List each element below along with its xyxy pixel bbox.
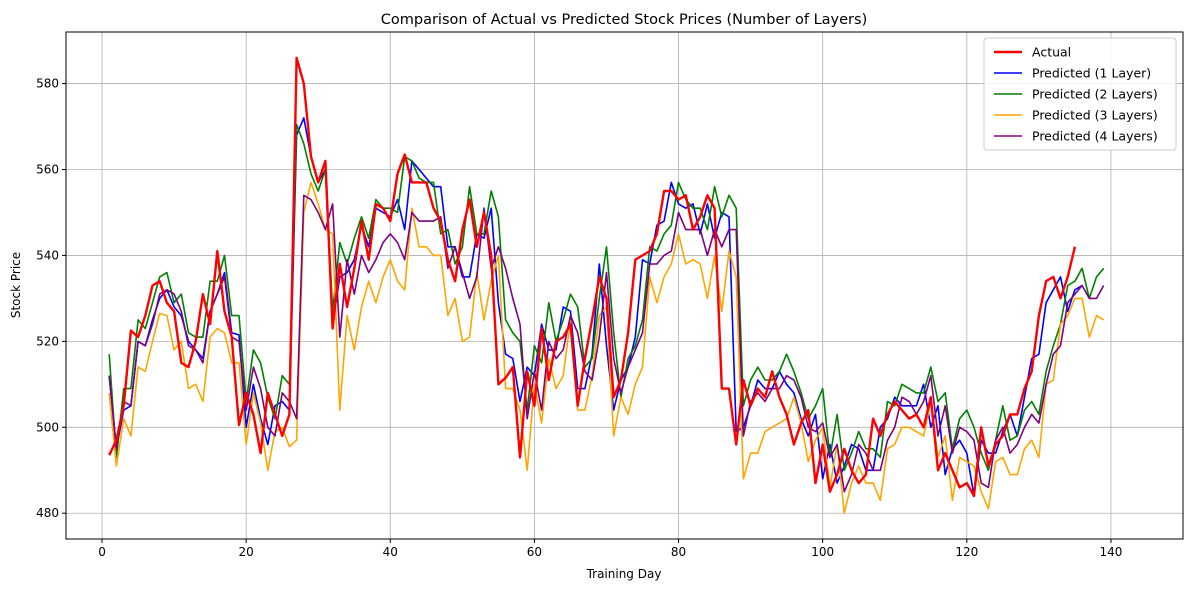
series-line-predicted-1-layer [108, 117, 1083, 497]
y-tick-label: 500 [36, 420, 59, 434]
legend: Actual Predicted (1 Layer) Predicted (2 La… [983, 37, 1177, 151]
x-tick-label: 40 [383, 545, 398, 559]
y-tick-label: 480 [36, 506, 59, 520]
x-tick-label: 140 [1099, 545, 1122, 559]
x-tick-label: 20 [239, 545, 254, 559]
plot-frame [65, 31, 1184, 540]
x-tick-label: 0 [98, 545, 106, 559]
x-tick-label: 100 [811, 545, 834, 559]
y-axis-ticks: 480 500 520 540 560 580 [36, 77, 66, 520]
y-tick-label: 540 [36, 248, 59, 262]
series-line-actual [108, 56, 1077, 498]
x-tick-label: 60 [527, 545, 542, 559]
legend-label: Predicted (2 Layers) [1032, 87, 1158, 102]
y-tick-label: 580 [36, 77, 59, 91]
series-line-predicted-4-layers [108, 194, 1105, 493]
x-tick-label: 80 [671, 545, 686, 559]
series-layer [108, 56, 1105, 515]
y-axis-label: Stock Price [9, 252, 23, 318]
legend-label: Predicted (4 Layers) [1032, 129, 1158, 144]
x-axis-ticks: 0 20 40 60 80 100 120 140 [98, 539, 1122, 559]
legend-label: Predicted (1 Layer) [1032, 66, 1151, 81]
x-tick-label: 120 [955, 545, 978, 559]
x-axis-label: Training Day [586, 567, 662, 581]
series-line-predicted-2-layers [108, 123, 1105, 472]
y-tick-label: 560 [36, 162, 59, 176]
legend-box [983, 37, 1177, 151]
y-tick-label: 520 [36, 334, 59, 348]
chart-title: Comparison of Actual vs Predicted Stock … [381, 12, 867, 28]
legend-label: Predicted (3 Layers) [1032, 108, 1158, 123]
legend-label: Actual [1032, 45, 1071, 60]
